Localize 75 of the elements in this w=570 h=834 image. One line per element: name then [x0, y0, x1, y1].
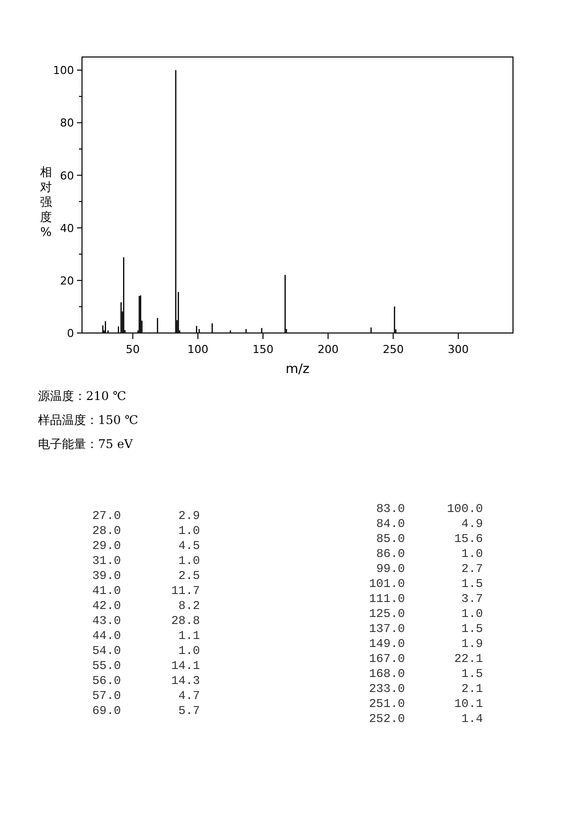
text: 1.0	[178, 644, 200, 658]
text: 22.1	[454, 652, 483, 666]
category-label: 42.0	[92, 599, 121, 613]
text: 1.4	[461, 712, 483, 726]
category-label: 43.0	[92, 614, 121, 628]
text: 2.1	[461, 682, 483, 696]
text: 2.7	[461, 562, 483, 576]
text: 1.1	[178, 629, 200, 643]
category-label: 84.0	[376, 517, 405, 531]
category-label: 251.0	[368, 697, 405, 711]
text: 1.0	[461, 607, 483, 621]
category-label: 54.0	[92, 644, 121, 658]
text: 11.7	[171, 584, 200, 598]
text: 8.2	[178, 599, 200, 613]
text: 1.0	[461, 547, 483, 561]
text: 1.5	[461, 667, 483, 681]
text: 14.1	[171, 659, 200, 673]
category-label: 39.0	[92, 569, 121, 583]
category-label: 31.0	[92, 554, 121, 568]
text: 1.5	[461, 577, 483, 591]
category-label: 252.0	[368, 712, 405, 726]
category-label: 86.0	[376, 547, 405, 561]
y-axis-title: 相对强度%	[40, 165, 52, 239]
category-label: 57.0	[92, 689, 121, 703]
category-label: 83.0	[376, 502, 405, 516]
x-tick-label: 300	[448, 343, 469, 356]
text: 1.9	[461, 637, 483, 651]
category-label: 69.0	[92, 704, 121, 718]
text: 10.1	[454, 697, 483, 711]
category-label: 125.0	[368, 607, 405, 621]
text: 3.7	[461, 592, 483, 606]
text: 4.5	[178, 539, 200, 553]
y-tick-label: 40	[60, 222, 74, 235]
text: 5.7	[178, 704, 200, 718]
text: 2.9	[178, 509, 200, 523]
category-label: 149.0	[368, 637, 405, 651]
category-label: 56.0	[92, 674, 121, 688]
text: 1.5	[461, 622, 483, 636]
category-label: 99.0	[376, 562, 405, 576]
x-tick-label: 100	[187, 343, 208, 356]
text: 100.0	[446, 502, 483, 516]
x-tick-label: 250	[382, 343, 404, 356]
y-tick-label: 60	[60, 169, 74, 182]
category-label: 101.0	[368, 577, 405, 591]
text: 28.8	[171, 614, 200, 628]
x-tick-label: 50	[126, 343, 140, 356]
category-label: 111.0	[368, 592, 405, 606]
y-tick-label: 80	[60, 116, 74, 130]
text: 样品温度：150 ℃	[38, 413, 138, 427]
y-tick-label: 20	[60, 274, 74, 288]
category-label: 55.0	[92, 659, 121, 673]
text: 源温度：210 ℃	[38, 389, 126, 403]
category-label: 29.0	[92, 539, 121, 553]
x-axis-title: m/z	[286, 362, 310, 377]
category-label: 44.0	[92, 629, 121, 643]
y-tick-label: 0	[67, 327, 74, 340]
category-label: 168.0	[368, 667, 405, 681]
x-tick-label: 150	[252, 343, 274, 356]
category-label: 233.0	[368, 682, 405, 696]
y-tick-label: 100	[53, 64, 74, 78]
text: 4.7	[178, 689, 200, 703]
category-label: 85.0	[376, 532, 405, 546]
category-label: 28.0	[92, 524, 121, 538]
text: 1.0	[178, 554, 200, 568]
text: 15.6	[454, 532, 483, 546]
x-tick-label: 200	[318, 343, 339, 356]
text: 2.5	[178, 569, 200, 583]
category-label: 167.0	[368, 652, 405, 666]
text: 电子能量：75 eV	[38, 437, 134, 451]
text: 14.3	[171, 674, 200, 688]
text: 4.9	[461, 517, 483, 531]
text: 1.0	[178, 524, 200, 538]
category-label: 137.0	[368, 622, 405, 636]
category-label: 41.0	[92, 584, 121, 598]
category-label: 27.0	[92, 509, 121, 523]
